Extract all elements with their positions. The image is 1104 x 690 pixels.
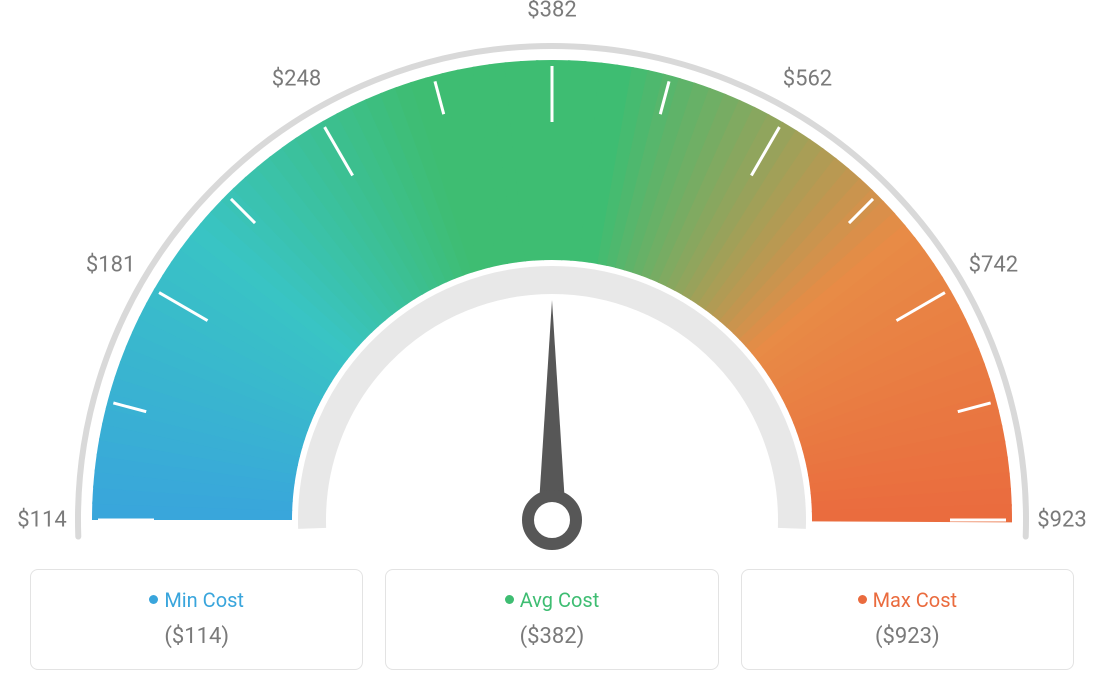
gauge-tick-label: $114 bbox=[17, 508, 66, 533]
legend-title-avg-text: Avg Cost bbox=[520, 588, 600, 612]
dot-icon-avg bbox=[505, 595, 514, 604]
dot-icon-max bbox=[858, 595, 867, 604]
gauge-tick-label: $181 bbox=[86, 252, 135, 277]
gauge-tick-label: $562 bbox=[783, 66, 832, 91]
gauge-tick-label: $382 bbox=[527, 0, 576, 23]
legend-value-max: ($923) bbox=[752, 624, 1063, 649]
gauge-svg bbox=[0, 20, 1104, 580]
legend-card-max: Max Cost ($923) bbox=[741, 569, 1074, 670]
gauge-tick-label: $248 bbox=[272, 66, 321, 91]
legend-title-min: Min Cost bbox=[41, 588, 352, 612]
legend-title-avg: Avg Cost bbox=[396, 588, 707, 612]
gauge-tick-label: $923 bbox=[1037, 508, 1086, 533]
gauge-tick-label: $742 bbox=[969, 252, 1018, 277]
legend-card-min: Min Cost ($114) bbox=[30, 569, 363, 670]
legend-row: Min Cost ($114) Avg Cost ($382) Max Cost… bbox=[30, 569, 1074, 670]
legend-title-max-text: Max Cost bbox=[873, 588, 958, 612]
legend-value-avg: ($382) bbox=[396, 624, 707, 649]
legend-title-max: Max Cost bbox=[752, 588, 1063, 612]
dot-icon-min bbox=[149, 595, 158, 604]
legend-title-min-text: Min Cost bbox=[164, 588, 244, 612]
legend-value-min: ($114) bbox=[41, 624, 352, 649]
gauge-chart: $114 $181 $248 $382 $562 $742 $923 bbox=[0, 0, 1104, 560]
legend-card-avg: Avg Cost ($382) bbox=[385, 569, 718, 670]
